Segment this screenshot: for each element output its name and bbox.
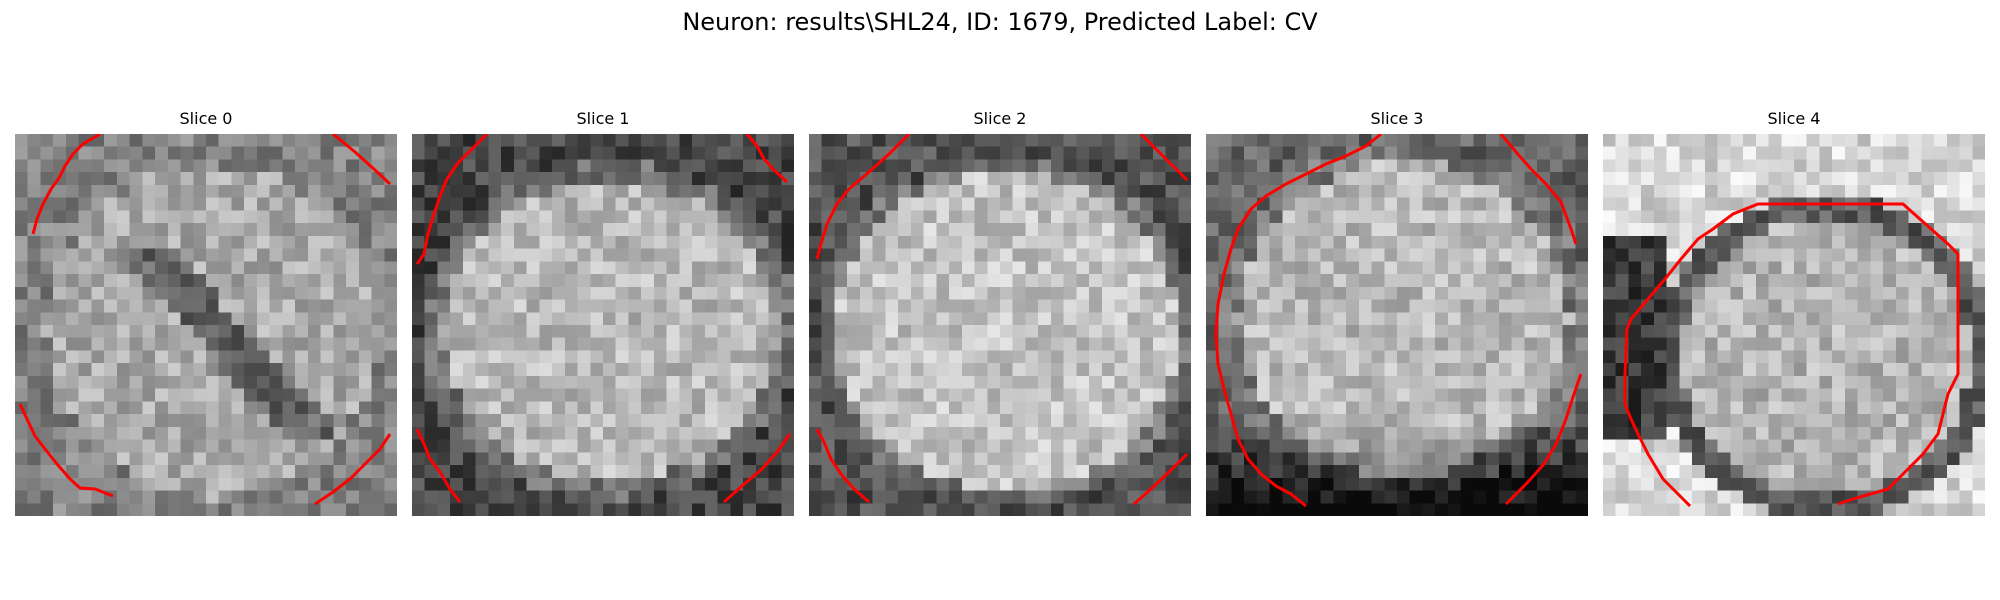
slice-image-0 xyxy=(15,134,397,516)
slice-image-2 xyxy=(809,134,1191,516)
slice-image-1 xyxy=(412,134,794,516)
slice-title-2: Slice 2 xyxy=(973,109,1027,128)
slice-title-3: Slice 3 xyxy=(1370,109,1424,128)
slice-image-4 xyxy=(1603,134,1985,516)
slice-title-4: Slice 4 xyxy=(1767,109,1821,128)
slice-title-0: Slice 0 xyxy=(179,109,233,128)
figure-title: Neuron: results\SHL24, ID: 1679, Predict… xyxy=(682,8,1318,36)
slice-title-1: Slice 1 xyxy=(576,109,630,128)
slice-image-3 xyxy=(1206,134,1588,516)
